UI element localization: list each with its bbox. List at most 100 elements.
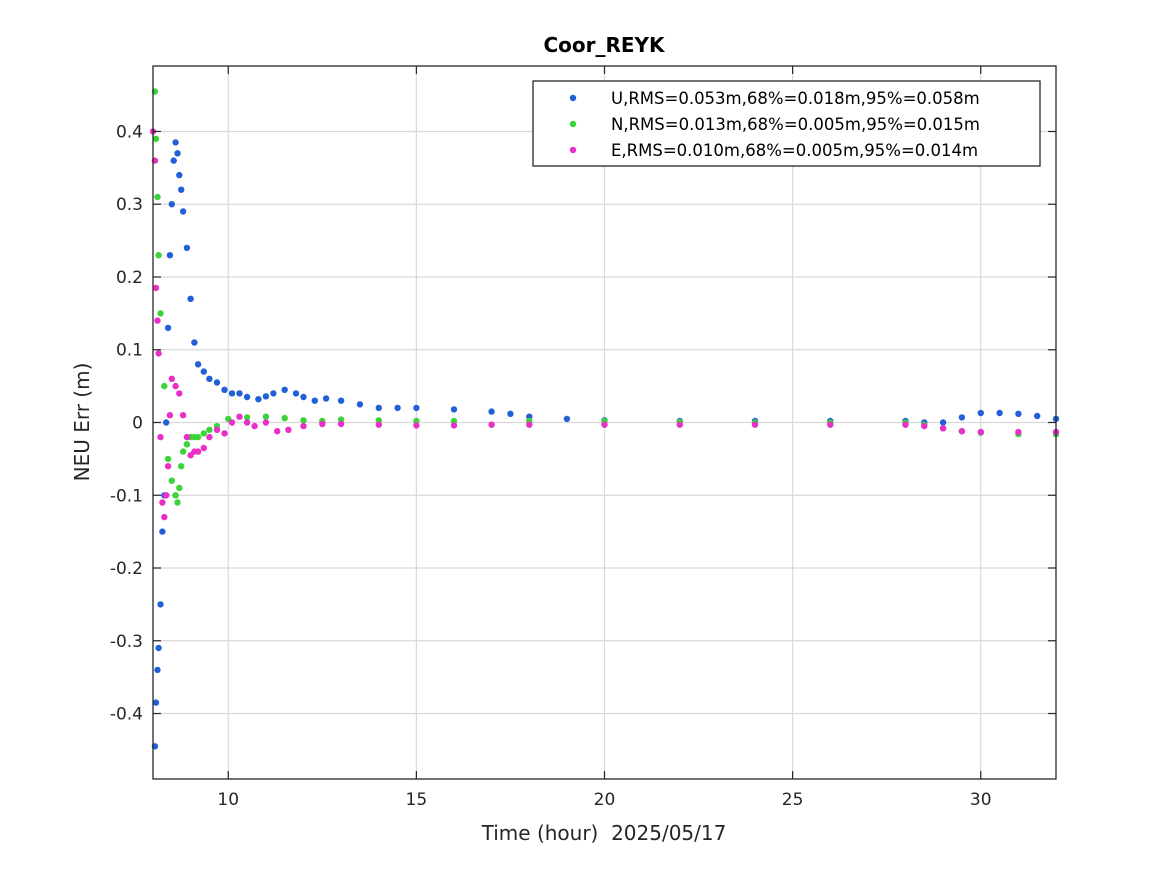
data-point: [450, 406, 458, 413]
data-point: [939, 419, 947, 426]
data-point: [375, 421, 382, 428]
series-layer: [149, 88, 1060, 750]
data-point: [488, 421, 495, 428]
data-point: [152, 135, 160, 142]
data-point: [300, 422, 307, 430]
data-point: [958, 428, 966, 435]
y-tick-label: 0.4: [116, 122, 143, 142]
data-point: [206, 433, 213, 441]
x-axis-label: Time (hour) 2025/05/17: [481, 821, 727, 845]
data-point: [179, 208, 187, 215]
legend-label-e: E,RMS=0.010m,68%=0.005m,95%=0.014m: [611, 141, 978, 160]
data-point: [154, 666, 161, 674]
data-point: [413, 404, 420, 412]
data-point: [236, 413, 243, 420]
y-axis-label: NEU Err (m): [70, 363, 94, 482]
y-tick-label: -0.2: [110, 559, 143, 579]
data-point: [977, 428, 984, 436]
data-point: [172, 382, 179, 390]
data-point: [159, 499, 166, 506]
data-point: [179, 448, 187, 455]
y-tick-label: -0.4: [110, 705, 143, 725]
data-point: [243, 393, 251, 401]
data-point: [178, 186, 185, 193]
data-point: [526, 421, 533, 428]
data-point: [322, 395, 330, 402]
data-point: [958, 414, 966, 421]
data-point: [163, 492, 170, 499]
data-point: [337, 420, 345, 428]
data-point: [183, 441, 191, 448]
data-point: [206, 375, 213, 382]
data-point: [194, 448, 202, 455]
data-point: [168, 375, 175, 382]
data-point: [206, 426, 213, 433]
data-point: [154, 317, 161, 324]
y-tick-label: 0: [132, 414, 143, 434]
data-point: [311, 397, 318, 404]
data-point: [172, 139, 179, 146]
data-point: [751, 421, 759, 428]
data-point: [155, 252, 162, 259]
data-point: [375, 417, 382, 424]
data-point: [174, 499, 181, 506]
data-point: [450, 417, 458, 425]
data-point: [157, 601, 164, 608]
y-tick-label: -0.1: [110, 486, 143, 506]
y-tick-label: 0.3: [116, 195, 143, 215]
x-tick-label: 25: [782, 790, 804, 810]
data-point: [221, 386, 228, 393]
data-point: [262, 413, 270, 420]
data-point: [157, 433, 164, 441]
data-point: [228, 419, 236, 426]
data-point: [450, 422, 458, 429]
legend-label-u: U,RMS=0.053m,68%=0.018m,95%=0.058m: [611, 89, 980, 108]
data-point: [939, 425, 947, 432]
y-tick-label: -0.3: [110, 632, 143, 652]
data-point: [166, 412, 174, 419]
data-point: [1015, 428, 1022, 436]
legend-marker-e: [569, 146, 577, 154]
data-point: [187, 295, 194, 302]
data-point: [168, 201, 175, 208]
legend-marker-u: [569, 94, 577, 102]
data-point: [178, 463, 185, 470]
data-point: [154, 193, 161, 201]
data-point: [155, 644, 162, 652]
data-point: [236, 390, 243, 397]
data-point: [262, 393, 270, 400]
data-point: [337, 416, 345, 423]
data-point: [194, 361, 202, 368]
data-point: [179, 412, 187, 419]
data-point: [200, 368, 207, 375]
data-point: [337, 397, 345, 404]
ticks: 10 15 20 25 30 -0.4 -0.3 -0.2 -0.1 0 0.1 0.2 0.3 0.4: [110, 66, 1056, 810]
data-point: [176, 484, 183, 492]
data-point: [270, 390, 277, 397]
data-point: [174, 150, 181, 157]
data-point: [213, 426, 221, 433]
data-point: [155, 350, 162, 357]
data-point: [170, 157, 177, 164]
data-point: [163, 419, 170, 426]
data-point: [1034, 412, 1041, 420]
data-point: [251, 422, 258, 430]
legend-marker-n: [569, 120, 577, 128]
data-point: [375, 404, 382, 412]
data-point: [176, 171, 183, 179]
chart-title: Coor_REYK: [543, 33, 666, 57]
data-point: [262, 419, 270, 426]
x-tick-label: 10: [217, 790, 239, 810]
data-point: [281, 414, 288, 422]
data-point: [827, 421, 834, 428]
data-point: [164, 455, 172, 463]
data-point: [319, 420, 326, 428]
data-point: [274, 428, 281, 435]
data-point: [507, 410, 514, 417]
data-point: [183, 433, 191, 441]
data-point: [977, 409, 984, 417]
data-point: [221, 430, 228, 437]
y-tick-label: 0.1: [116, 341, 143, 361]
data-point: [394, 404, 401, 412]
